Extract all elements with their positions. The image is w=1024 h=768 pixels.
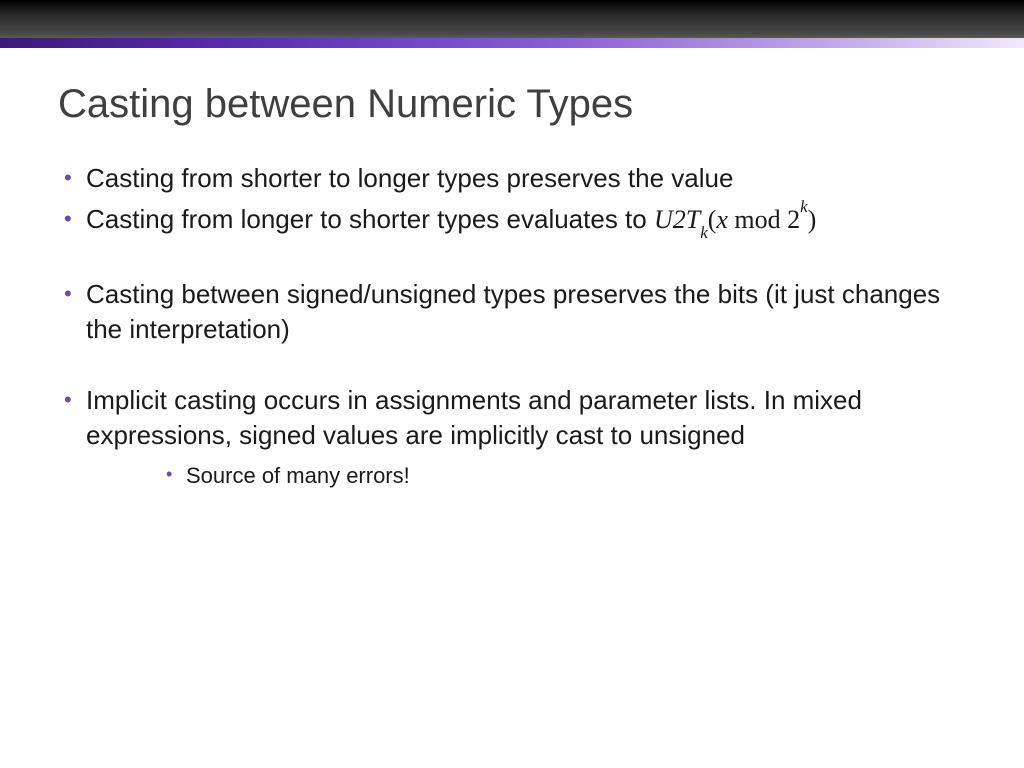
paren-close: ) xyxy=(808,205,817,234)
bullet-list: Casting from shorter to longer types pre… xyxy=(58,161,966,491)
formula-var: x xyxy=(716,205,728,234)
bullet-text: Implicit casting occurs in assignments a… xyxy=(86,385,862,450)
sub-bullet-text: Source of many errors! xyxy=(186,463,410,488)
bullet-item: Casting from shorter to longer types pre… xyxy=(58,161,966,196)
formula: U2Tk(x mod 2k) xyxy=(654,205,816,234)
accent-gradient-bar xyxy=(0,38,1024,48)
bullet-item: Implicit casting occurs in assignments a… xyxy=(58,383,966,491)
slide-title: Casting between Numeric Types xyxy=(58,82,966,127)
formula-exp: k xyxy=(800,197,808,216)
formula-op: mod xyxy=(734,205,780,234)
top-gradient-bar xyxy=(0,0,1024,38)
formula-func: U2T xyxy=(654,205,700,234)
formula-sub: k xyxy=(700,223,708,242)
formula-base: 2 xyxy=(787,205,800,234)
bullet-text-prefix: Casting from longer to shorter types eva… xyxy=(86,204,654,234)
bullet-text: Casting from shorter to longer types pre… xyxy=(86,163,733,193)
bullet-text: Casting between signed/unsigned types pr… xyxy=(86,279,940,344)
bullet-item: Casting between signed/unsigned types pr… xyxy=(58,277,966,347)
spacer xyxy=(58,353,966,383)
spacer xyxy=(58,247,966,277)
sub-bullet-list: Source of many errors! xyxy=(86,461,966,491)
bullet-item: Casting from longer to shorter types eva… xyxy=(58,202,966,241)
sub-bullet-item: Source of many errors! xyxy=(86,461,966,491)
slide-content: Casting between Numeric Types Casting fr… xyxy=(0,48,1024,491)
